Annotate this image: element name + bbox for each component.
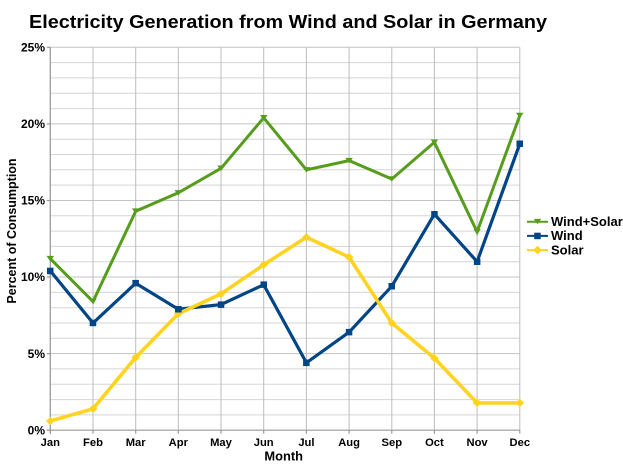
svg-text:Wind: Wind <box>551 228 583 243</box>
svg-text:Apr: Apr <box>169 437 189 449</box>
svg-text:10%: 10% <box>21 270 45 284</box>
svg-text:Wind+Solar: Wind+Solar <box>551 214 623 229</box>
svg-text:Jul: Jul <box>298 437 314 449</box>
svg-text:Percent of Consumption: Percent of Consumption <box>5 158 19 303</box>
svg-text:Electricity Generation from Wi: Electricity Generation from Wind and Sol… <box>29 12 547 32</box>
svg-text:Feb: Feb <box>83 437 103 449</box>
svg-text:May: May <box>210 437 233 449</box>
svg-text:25%: 25% <box>21 41 45 55</box>
svg-text:Jun: Jun <box>254 437 274 449</box>
svg-text:Month: Month <box>264 450 303 464</box>
svg-text:Dec: Dec <box>510 437 531 449</box>
svg-text:Sep: Sep <box>382 437 403 449</box>
svg-text:Solar: Solar <box>551 242 584 257</box>
svg-text:Aug: Aug <box>338 437 360 449</box>
svg-text:0%: 0% <box>28 423 46 437</box>
svg-text:15%: 15% <box>21 194 45 208</box>
svg-text:Jan: Jan <box>41 437 60 449</box>
svg-text:Nov: Nov <box>467 437 489 449</box>
svg-text:Mar: Mar <box>126 437 147 449</box>
svg-text:5%: 5% <box>28 347 46 361</box>
svg-text:Oct: Oct <box>425 437 444 449</box>
svg-text:20%: 20% <box>21 117 45 131</box>
